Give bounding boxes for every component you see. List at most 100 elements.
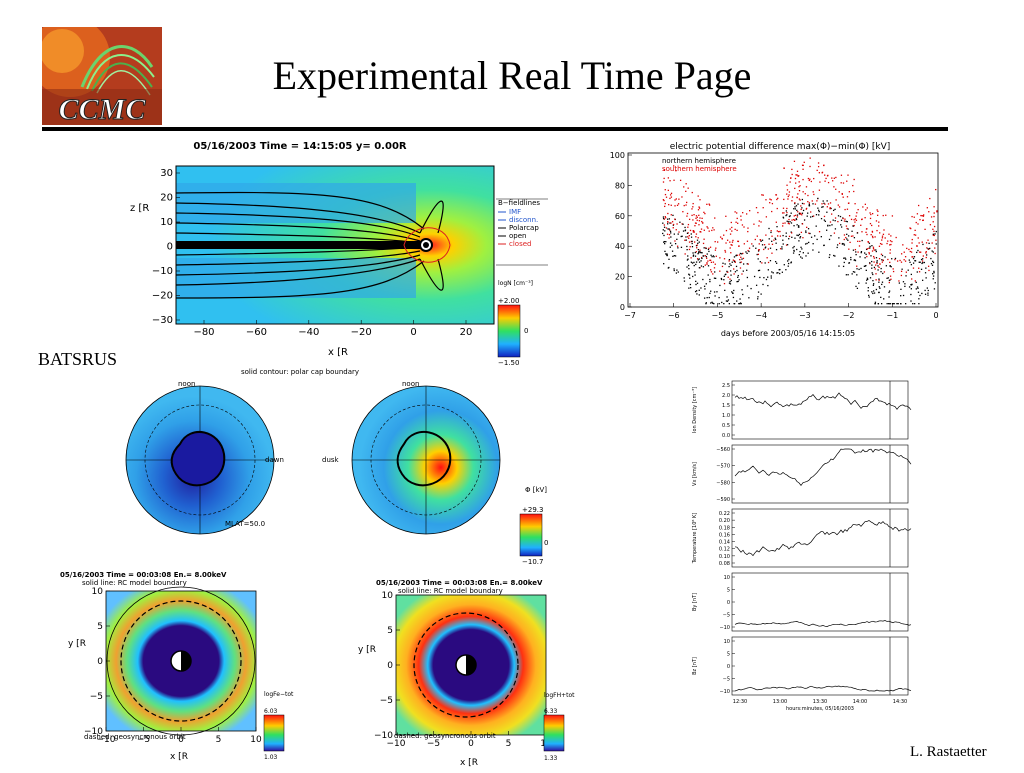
cpcp-point-south (782, 207, 785, 209)
cpcp-point-north (687, 258, 689, 260)
cpcp-point-south (888, 281, 890, 284)
cpcp-point-south (765, 199, 767, 201)
cpcp-point-north (710, 302, 712, 304)
cpcp-point-south (802, 178, 804, 181)
mag-xlabel: x [R (328, 347, 348, 358)
cpcp-point-south (832, 180, 834, 182)
cpcp-point-north (730, 279, 732, 282)
cpcp-point-south (701, 220, 703, 223)
cpcp-point-south (809, 157, 811, 159)
cpcp-point-south (829, 221, 832, 223)
cpcp-point-south (710, 271, 713, 273)
cpcp-point-north (739, 298, 741, 300)
cpcp-point-south (731, 230, 733, 232)
cpcp-point-north (701, 252, 703, 254)
rc-left-ytick: 0 (97, 657, 103, 667)
cpcp-point-south (809, 178, 811, 180)
cpcp-point-north (733, 289, 735, 292)
cpcp-point-south (889, 249, 891, 251)
sw-xtick: 12:30 (733, 699, 747, 705)
cpcp-point-south (688, 218, 691, 221)
cpcp-xtick: −7 (624, 311, 636, 320)
cpcp-point-north (681, 235, 683, 237)
cpcp-point-north (785, 269, 787, 271)
cpcp-point-south (855, 219, 858, 221)
cpcp-point-north (728, 282, 731, 284)
cpcp-point-north (682, 230, 685, 232)
cpcp-point-south (693, 230, 695, 232)
cpcp-point-south (707, 260, 709, 262)
cpcp-point-south (698, 207, 701, 209)
cpcp-point-north (874, 303, 876, 305)
cpcp-point-north (916, 251, 918, 254)
cpcp-point-south (886, 242, 888, 245)
author-credit: L. Rastaetter (910, 744, 987, 760)
cpcp-point-south (740, 261, 742, 263)
cpcp-point-south (703, 229, 705, 231)
cpcp-point-south (799, 199, 801, 201)
cpcp-point-south (676, 204, 679, 206)
cpcp-point-north (728, 259, 731, 261)
cpcp-point-north (726, 296, 728, 298)
cpcp-point-north (672, 255, 674, 258)
cpcp-point-south (695, 233, 698, 235)
mag-ytick: −30 (152, 315, 173, 326)
cpcp-point-north (888, 291, 890, 294)
cpcp-point-south (808, 232, 810, 234)
cpcp-point-north (838, 237, 840, 239)
cpcp-point-north (883, 298, 885, 300)
cpcp-point-north (917, 287, 919, 289)
cpcp-point-south (663, 199, 665, 202)
rc-right-cbar-min: 1.33 (544, 755, 558, 762)
cpcp-point-south (917, 223, 919, 225)
cpcp-point-north (739, 252, 742, 255)
cpcp-point-south (889, 261, 891, 264)
cpcp-point-north (683, 277, 685, 279)
mag-ytick: −20 (152, 291, 173, 302)
cpcp-point-north (810, 236, 813, 238)
cpcp-point-north (880, 271, 882, 273)
cpcp-point-north (933, 270, 935, 273)
mag-xtick: 0 (410, 327, 416, 338)
cpcp-point-north (910, 284, 913, 286)
cpcp-point-north (871, 291, 873, 293)
cpcp-point-north (668, 258, 670, 260)
cpcp-point-north (865, 269, 867, 271)
cpcp-point-north (860, 267, 862, 270)
cpcp-point-south (892, 268, 894, 270)
sw-panel-frame (731, 636, 909, 696)
cpcp-point-south (668, 203, 670, 206)
cpcp-point-south (903, 251, 905, 253)
sw-xtick: 14:00 (853, 699, 867, 705)
cpcp-point-north (795, 205, 798, 207)
cpcp-point-north (781, 271, 784, 273)
cpcp-ytick: 80 (615, 181, 625, 190)
cpcp-point-south (796, 174, 798, 176)
cpcp-point-south (841, 193, 843, 195)
cpcp-point-north (771, 240, 773, 242)
cpcp-point-north (888, 279, 891, 282)
cpcp-point-south (794, 202, 796, 204)
cpcp-point-north (786, 214, 788, 216)
cpcp-point-north (765, 278, 768, 281)
rc-right-xtick: −5 (427, 739, 440, 749)
cpcp-point-south (912, 267, 915, 269)
cpcp-point-north (873, 290, 875, 292)
cpcp-point-south (729, 247, 731, 249)
mag-legend-item: open (509, 232, 526, 240)
cpcp-point-south (667, 221, 669, 223)
mag-legend-item: closed (509, 240, 531, 248)
cpcp-point-south (797, 175, 799, 177)
cpcp-point-north (672, 214, 674, 217)
cpcp-point-north (888, 296, 890, 298)
cpcp-point-north (834, 228, 837, 230)
sw-panel-frame (731, 508, 909, 568)
cpcp-point-south (796, 196, 798, 199)
cpcp-point-south (900, 274, 903, 277)
cpcp-point-north (733, 260, 736, 263)
cpcp-point-south (672, 223, 675, 226)
cpcp-point-north (670, 236, 672, 238)
cpcp-point-north (858, 282, 860, 284)
cpcp-point-north (805, 231, 807, 234)
cpcp-point-north (662, 217, 665, 220)
